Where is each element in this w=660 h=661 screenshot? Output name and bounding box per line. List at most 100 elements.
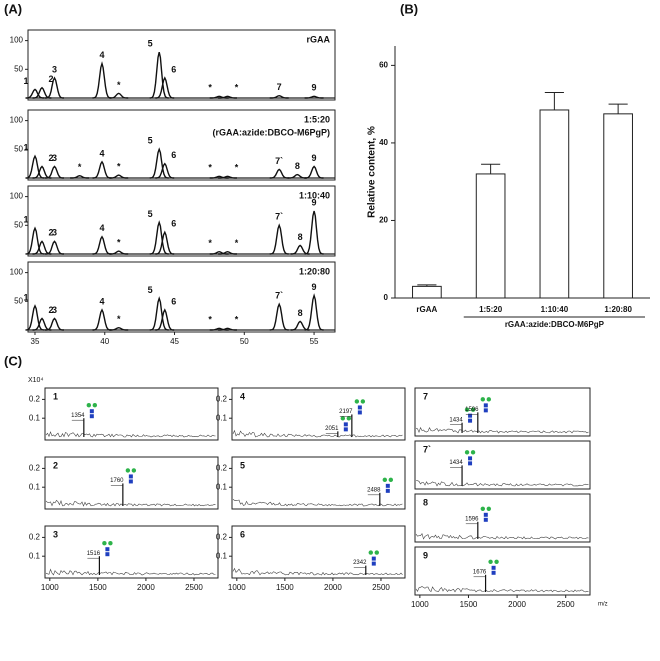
noise — [232, 499, 403, 507]
x-tick-label: 55 — [310, 337, 319, 346]
peak — [25, 88, 45, 99]
y-tick-label: 20 — [379, 216, 388, 225]
glcnac — [483, 517, 488, 522]
glycan-icon — [354, 399, 366, 415]
peak — [269, 223, 289, 255]
peak-label: * — [117, 80, 121, 90]
peak — [25, 226, 45, 255]
peak — [304, 165, 324, 179]
peak-label: 8 — [298, 232, 303, 242]
peak-label: 5 — [148, 136, 153, 146]
x-tick-label: 1:10:40 — [541, 305, 569, 314]
trace-label: rGAA — [306, 34, 330, 44]
y-tick-label: 100 — [10, 36, 24, 45]
mannose — [494, 559, 499, 564]
peak-label: 3 — [52, 305, 57, 315]
mannose — [354, 399, 360, 404]
panel-label: (C) — [4, 353, 22, 368]
plot-frame — [44, 387, 219, 441]
spectrum-label: 8 — [423, 497, 428, 507]
glycan-icon — [368, 550, 379, 566]
glcnac — [105, 552, 110, 557]
peak — [45, 317, 64, 331]
error-bar — [417, 284, 437, 287]
peak — [149, 296, 169, 331]
x-tick-label: 1:5:20 — [479, 305, 503, 314]
glcnac — [468, 461, 473, 466]
glcnac — [491, 570, 496, 575]
peak — [149, 220, 169, 255]
trace-label: 1:10:40 — [299, 190, 330, 200]
bar — [412, 285, 442, 299]
peak-label: 1516 — [87, 551, 101, 557]
glcnac — [105, 547, 110, 552]
spectrum-label: 4 — [240, 391, 245, 401]
mannose — [488, 559, 493, 564]
peak — [269, 94, 289, 99]
peak-label: 2342 — [353, 560, 367, 566]
bar — [603, 113, 633, 299]
x-tick-label: 1500 — [89, 583, 107, 592]
mannose — [131, 468, 137, 473]
peak — [25, 304, 45, 331]
peak-label: 1760 — [110, 478, 124, 484]
glcnac — [343, 422, 348, 427]
peak-label: 7` — [275, 291, 283, 301]
mannose — [464, 450, 470, 455]
glcnac — [491, 565, 496, 570]
peak-label: 2197 — [339, 409, 353, 415]
plot-frame — [414, 546, 591, 596]
peak-label: 7 — [277, 82, 282, 92]
glcnac — [343, 427, 348, 432]
plot-frame — [44, 525, 219, 579]
noise — [45, 499, 216, 507]
mannose — [470, 450, 476, 455]
bar — [475, 173, 506, 299]
x-axis-title: m/z — [598, 602, 608, 608]
glycan-icon — [125, 468, 137, 484]
peak-label: 1 — [23, 76, 28, 86]
x-tick-label: 45 — [170, 337, 179, 346]
peak-label: 9 — [312, 282, 317, 292]
x-tick-label: 2500 — [557, 600, 575, 609]
peak-label: 2 — [48, 305, 53, 315]
y-tick-label: 50 — [14, 144, 23, 153]
x-tick-label: 1000 — [228, 583, 246, 592]
mannose — [470, 407, 476, 412]
x-tick-label: 35 — [31, 337, 40, 346]
noise — [232, 567, 403, 576]
noise — [415, 586, 589, 593]
spectrum-label: 3 — [53, 529, 58, 539]
y-tick-label: 0.1 — [216, 482, 228, 491]
y-tick-label: 0 — [384, 293, 389, 302]
mannose — [340, 416, 346, 421]
x-tick-label: 1500 — [460, 600, 478, 609]
spectrum-label: 7` — [423, 444, 431, 454]
peak-label: 1434 — [449, 460, 463, 466]
glycan-icon — [480, 397, 492, 413]
peak — [269, 168, 289, 179]
glcnac — [128, 479, 133, 484]
peak-label: 5 — [148, 209, 153, 219]
peak — [92, 235, 112, 255]
peak — [45, 240, 64, 255]
bar — [539, 109, 570, 299]
x-tick-label: 2500 — [185, 583, 203, 592]
y-tick-label: 100 — [10, 268, 24, 277]
spectrum-label: 9 — [423, 550, 428, 560]
y-tick-label: 0.2 — [216, 395, 228, 404]
peak-label: * — [235, 83, 239, 93]
noise — [415, 426, 589, 434]
peak-label: 7` — [275, 212, 283, 222]
glcnac — [371, 556, 376, 561]
noise — [415, 533, 589, 540]
peak — [109, 250, 129, 255]
y-tick-label: 0.2 — [29, 395, 41, 404]
peak-label: 4 — [99, 223, 104, 233]
mannose — [374, 550, 379, 555]
plot-frame — [414, 387, 591, 437]
mannose — [464, 407, 470, 412]
peak — [92, 308, 112, 331]
spectrum-label: 2 — [53, 460, 58, 470]
